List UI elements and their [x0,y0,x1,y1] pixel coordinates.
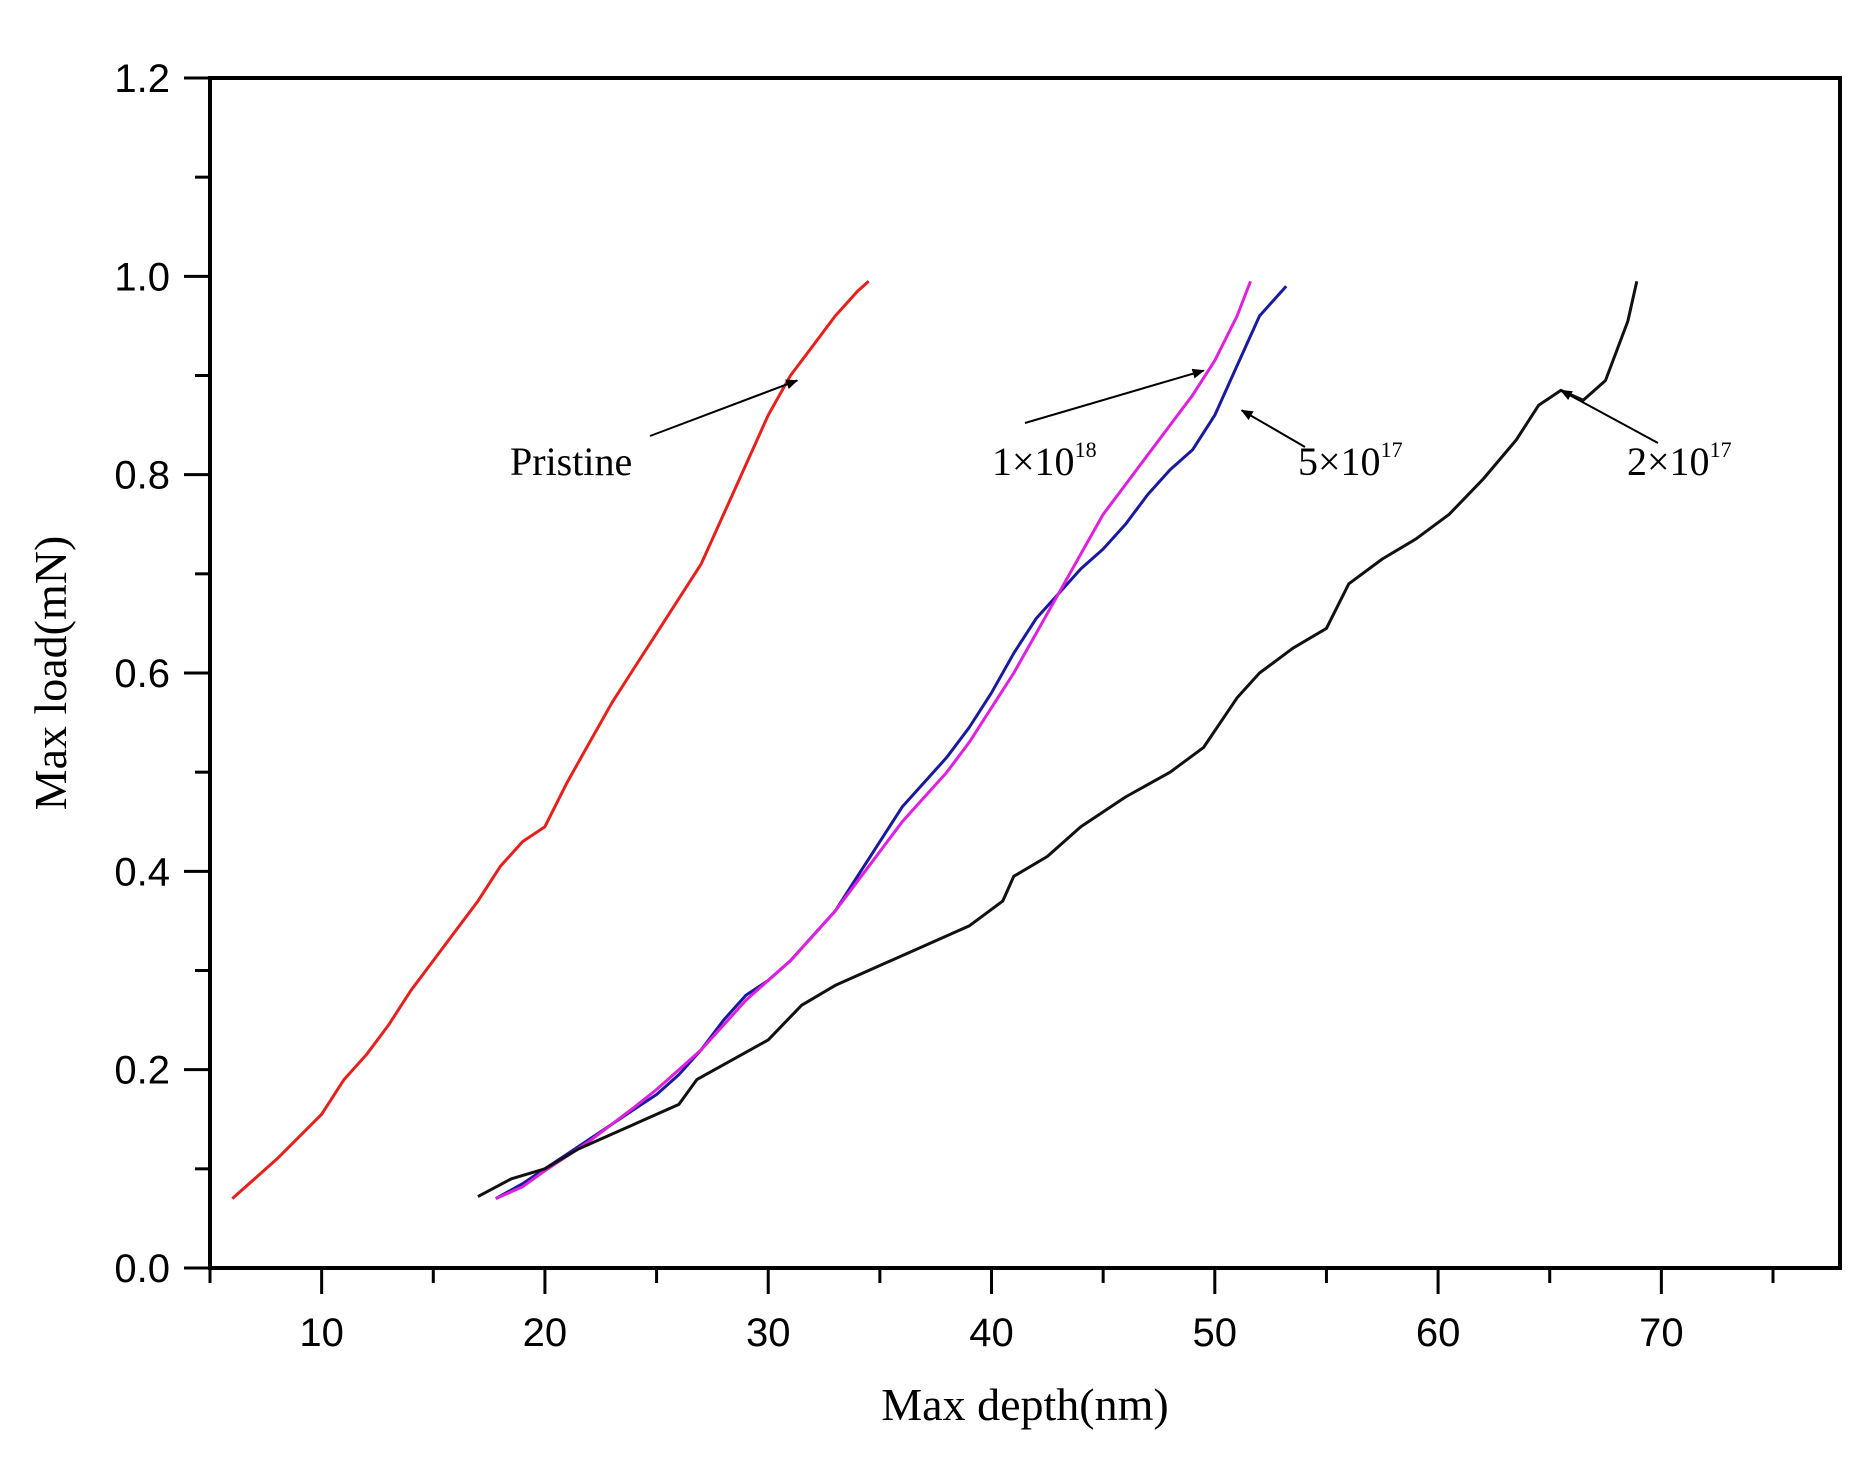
annotation-arrow [1560,389,1659,444]
annotation-arrow [1240,409,1306,448]
series-line-4 [477,280,1639,1198]
x-axis-title: Max depth(nm) [881,1379,1168,1430]
y-tick-label: 0.2 [114,1049,170,1093]
y-tick-label: 0.0 [114,1247,170,1291]
annotation-arrow [1024,368,1205,424]
x-tick-label: 30 [746,1311,791,1355]
y-axis-title: Max load(mN) [25,536,76,811]
annotation-layer: Pristine 1×1018 5×1017 2×1017 [510,368,1732,484]
y-tick-label: 1.2 [114,57,170,101]
y-tick-label: 0.4 [114,850,170,894]
y-tick-label: 0.6 [114,652,170,696]
y-axis-ticks: 0.0 0.2 0.4 0.6 0.8 1.0 1.2 [114,57,210,1291]
plot-frame [208,76,1842,1270]
series-line-3 [495,280,1252,1200]
x-axis-ticks: 10 20 30 40 50 60 70 [208,1268,1775,1355]
y-tick-label: 1.0 [114,255,170,299]
annotation-label: 2×1017 [1627,437,1732,484]
series-line-2 [495,285,1288,1200]
annotation-superscript: 18 [1075,437,1097,462]
y-tick-label: 0.8 [114,454,170,498]
series-layer [231,280,1639,1200]
annotation-superscript: 17 [1381,437,1403,462]
annotation-label: Pristine [510,439,632,484]
annotation-label: 1×1018 [992,437,1097,484]
x-tick-label: 60 [1416,1311,1461,1355]
x-tick-label: 10 [299,1311,344,1355]
series-line-1 [231,280,870,1200]
x-tick-label: 40 [969,1311,1014,1355]
annotation-superscript: 17 [1710,437,1732,462]
x-tick-label: 50 [1193,1311,1238,1355]
x-tick-label: 20 [523,1311,568,1355]
x-tick-label: 70 [1639,1311,1684,1355]
annotation-arrow [649,379,799,437]
annotation-label: 5×1017 [1298,437,1403,484]
